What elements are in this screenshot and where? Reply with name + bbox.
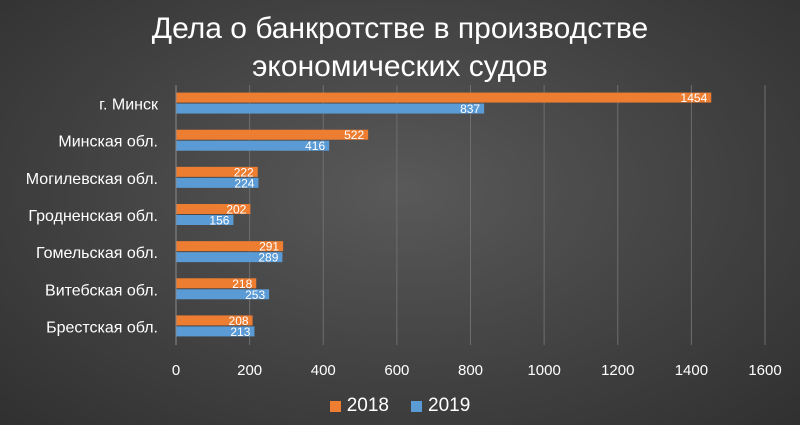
x-tick-label-800: 800 <box>458 362 483 379</box>
bar-2019-4 <box>176 252 283 263</box>
bar-2018-0 <box>176 92 712 103</box>
legend-item-2019: 2019 <box>411 395 470 417</box>
x-tick-label-0: 0 <box>172 362 180 379</box>
chart-title: Дела о банкротстве в производстве эконом… <box>0 10 800 86</box>
x-tick-label-1200: 1200 <box>601 362 634 379</box>
category-label-6: Брестская обл. <box>46 319 158 336</box>
bar-2019-1 <box>176 140 330 151</box>
bar-2019-0 <box>176 103 485 114</box>
data-label-2019-2: 224 <box>234 176 254 190</box>
legend-swatch-2019 <box>411 400 422 412</box>
data-label-2019-4: 289 <box>258 251 278 265</box>
x-tick-label-400: 400 <box>311 362 336 379</box>
legend-label-2019: 2019 <box>428 395 471 416</box>
category-label-4: Гомельская обл. <box>36 245 158 262</box>
bar-2018-1 <box>176 129 369 140</box>
bar-2018-6 <box>176 315 253 326</box>
x-tick-label-600: 600 <box>384 362 409 379</box>
bar-2018-2 <box>176 166 258 177</box>
category-label-0: г. Минск <box>99 97 159 114</box>
data-label-2019-0: 837 <box>460 102 480 116</box>
bar-2019-3 <box>176 215 234 225</box>
data-label-2019-1: 416 <box>305 139 325 153</box>
x-tick-label-1600: 1600 <box>748 362 781 379</box>
x-tick-label-200: 200 <box>237 362 262 379</box>
x-tick-label-1000: 1000 <box>527 362 560 379</box>
bar-2019-6 <box>176 326 255 337</box>
data-label-2019-6: 213 <box>230 325 250 339</box>
bar-2018-5 <box>176 278 257 289</box>
data-label-2018-1: 522 <box>344 128 364 142</box>
chart-title-line-1: Дела о банкротстве в производстве <box>151 12 649 45</box>
category-label-3: Гродненская обл. <box>28 208 158 225</box>
x-tick-label-1400: 1400 <box>675 362 708 379</box>
legend-swatch-2018 <box>329 400 341 412</box>
bar-2018-4 <box>176 241 284 252</box>
data-label-2019-3: 156 <box>209 214 229 228</box>
data-label-2018-6: 208 <box>229 314 249 328</box>
category-label-1: Минская обл. <box>58 134 158 151</box>
chart-title-line-2: экономических судов <box>252 50 548 83</box>
bar-2018-3 <box>176 204 251 214</box>
category-label-5: Витебская обл. <box>45 282 158 299</box>
legend-item-2018: 2018 <box>329 395 389 417</box>
data-label-2018-3: 202 <box>226 203 246 217</box>
data-label-2018-0: 1454 <box>681 91 708 105</box>
data-label-2019-5: 253 <box>245 288 265 302</box>
legend: 2018 2019 <box>0 395 800 417</box>
data-label-2018-2: 222 <box>234 165 254 179</box>
data-label-2018-4: 291 <box>259 240 279 254</box>
data-label-2018-5: 218 <box>232 277 252 291</box>
legend-label-2018: 2018 <box>346 395 389 416</box>
bar-2019-2 <box>176 177 259 188</box>
category-label-2: Могилевская обл. <box>26 171 158 188</box>
bar-2019-5 <box>176 289 270 300</box>
